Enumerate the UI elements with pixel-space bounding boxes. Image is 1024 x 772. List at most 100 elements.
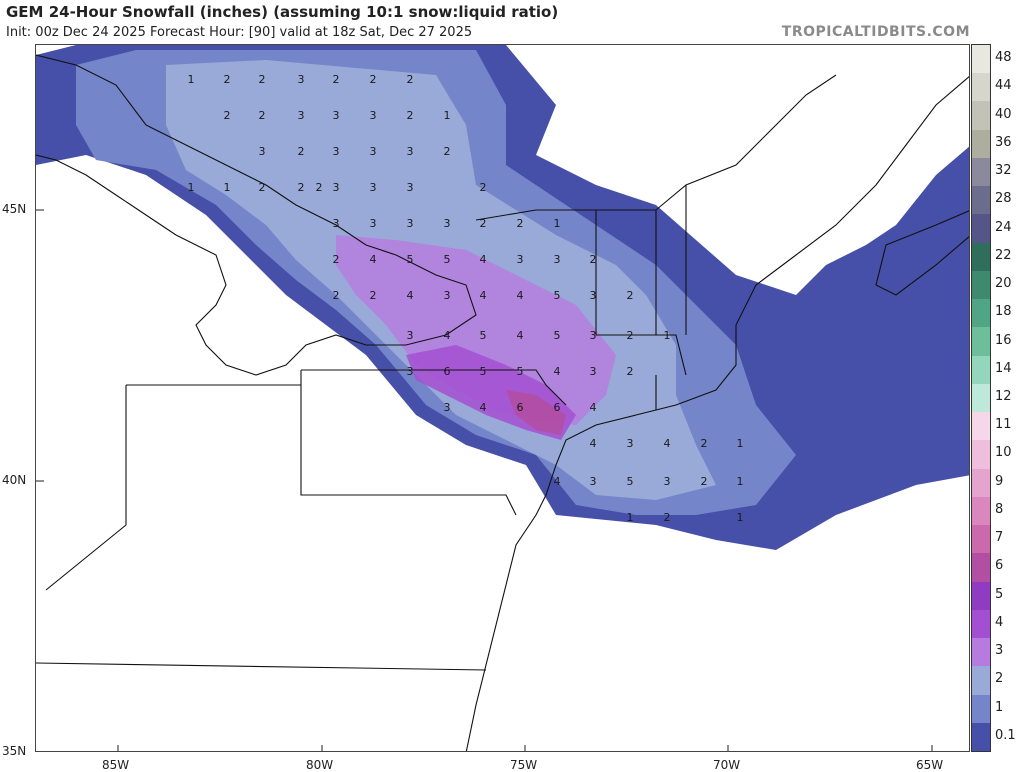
colorbar-segment (972, 722, 990, 752)
snowfall-value-label: 1 (224, 181, 231, 194)
colorbar-label: 44 (995, 78, 1012, 94)
colorbar-label: 22 (995, 247, 1012, 263)
colorbar-segment (972, 468, 990, 498)
snowfall-value-label: 3 (370, 109, 377, 122)
snowfall-value-label: 3 (407, 329, 414, 342)
colorbar-segment (972, 129, 990, 159)
snowfall-value-label: 1 (188, 73, 195, 86)
snowfall-value-label: 6 (554, 401, 561, 414)
state-line-ohio (45, 384, 301, 591)
snowfall-value-label: 5 (517, 365, 524, 378)
lat-label-45n: 45N (2, 202, 27, 216)
snowfall-value-label: 3 (590, 289, 597, 302)
snowfall-shading (36, 45, 969, 550)
snowfall-value-label: 4 (554, 365, 561, 378)
lat-label-40n: 40N (2, 473, 27, 487)
colorbar-label: 36 (995, 134, 1012, 150)
colorbar-label: 0.1 (995, 727, 1016, 743)
colorbar-segment (972, 525, 990, 554)
snowfall-value-label: 3 (298, 109, 305, 122)
colorbar-segment (972, 186, 990, 215)
snowfall-value-label: 5 (444, 253, 451, 266)
snowfall-value-label: 3 (333, 181, 340, 194)
colorbar-label: 1 (995, 699, 1004, 715)
colorbar-segment (972, 638, 990, 667)
colorbar-label: 12 (995, 389, 1012, 404)
nova-scotia-outline (875, 210, 969, 296)
snowfall-value-label: 2 (701, 437, 708, 450)
snowfall-value-label: 3 (444, 217, 451, 230)
colorbar-segment (972, 242, 990, 272)
colorbar-segment (972, 73, 990, 102)
colorbar-label: 10 (995, 445, 1012, 461)
colorbar-label: 40 (995, 106, 1012, 122)
colorbar-label: 24 (995, 219, 1012, 235)
colorbar-segment (972, 355, 990, 385)
snowfall-value-label: 3 (664, 475, 671, 488)
snowfall-value-label: 3 (259, 145, 266, 158)
snowfall-value-label: 1 (737, 437, 744, 450)
colorbar-label: 32 (995, 163, 1012, 179)
colorbar-label: 6 (995, 558, 1004, 574)
snowfall-value-label: 3 (407, 217, 414, 230)
colorbar-label: 20 (995, 276, 1012, 292)
snowfall-value-label: 4 (480, 289, 487, 302)
snowfall-value-label: 2 (333, 253, 340, 266)
snowfall-value-label: 5 (627, 475, 634, 488)
colorbar-segment (972, 496, 990, 526)
snowfall-value-label: 4 (370, 253, 377, 266)
snowfall-value-label: 4 (590, 437, 597, 450)
snowfall-value-label: 2 (259, 109, 266, 122)
snowfall-value-label: 3 (444, 289, 451, 302)
snowfall-value-label: 5 (554, 289, 561, 302)
colorbar-label: 8 (995, 501, 1004, 517)
snowfall-value-label: 1 (737, 511, 744, 524)
snowfall-value-label: 2 (370, 289, 377, 302)
colorbar-label: 5 (995, 586, 1004, 602)
snowfall-value-label: 3 (333, 217, 340, 230)
snowfall-value-label: 1 (188, 181, 195, 194)
map-title: GEM 24-Hour Snowfall (inches) (assuming … (6, 3, 559, 21)
snowfall-value-label: 4 (590, 401, 597, 414)
snowfall-value-label: 2 (480, 217, 487, 230)
snowfall-value-label: 2 (298, 145, 305, 158)
snowfall-value-label: 1 (444, 109, 451, 122)
colorbar-segment (972, 270, 990, 300)
snowfall-value-label: 2 (627, 329, 634, 342)
snowfall-value-label: 3 (333, 145, 340, 158)
snowfall-value-label: 3 (407, 145, 414, 158)
snowfall-value-label: 1 (737, 475, 744, 488)
snowfall-value-label: 3 (370, 181, 377, 194)
lon-label-85w: 85W (102, 758, 130, 772)
lon-label-65w: 65W (916, 758, 944, 772)
snowfall-value-label: 4 (480, 401, 487, 414)
snowfall-value-label: 2 (517, 217, 524, 230)
colorbar-label: 11 (995, 417, 1012, 433)
snowfall-value-label: 2 (316, 181, 323, 194)
snowfall-value-label: 5 (407, 253, 414, 266)
snowfall-value-label: 3 (444, 401, 451, 414)
snowfall-value-label: 1 (554, 217, 561, 230)
colorbar-label: 18 (995, 304, 1012, 320)
snowfall-value-label: 4 (517, 289, 524, 302)
colorbar-label: 48 (995, 50, 1012, 66)
colorbar-label: 9 (995, 473, 1004, 489)
colorbar-segment (972, 214, 990, 244)
state-line-pa-south (300, 370, 517, 516)
new-england-lines (595, 185, 687, 410)
snowfall-value-label: 3 (333, 109, 340, 122)
colorbar-segment (972, 694, 990, 724)
colorbar-segment (972, 666, 990, 695)
colorbar-label: 7 (995, 530, 1004, 546)
colorbar-segment (972, 581, 990, 611)
snowfall-value-label: 1 (627, 511, 634, 524)
lat-label-35n: 35N (2, 744, 27, 758)
snowfall-value-label: 6 (517, 401, 524, 414)
colorbar-label: 14 (995, 360, 1012, 376)
snowfall-value-label: 3 (407, 181, 414, 194)
snowfall-value-label: 2 (407, 73, 414, 86)
lon-label-80w: 80W (306, 758, 334, 772)
snowfall-value-label: 1 (664, 329, 671, 342)
colorbar-segment (972, 299, 990, 328)
